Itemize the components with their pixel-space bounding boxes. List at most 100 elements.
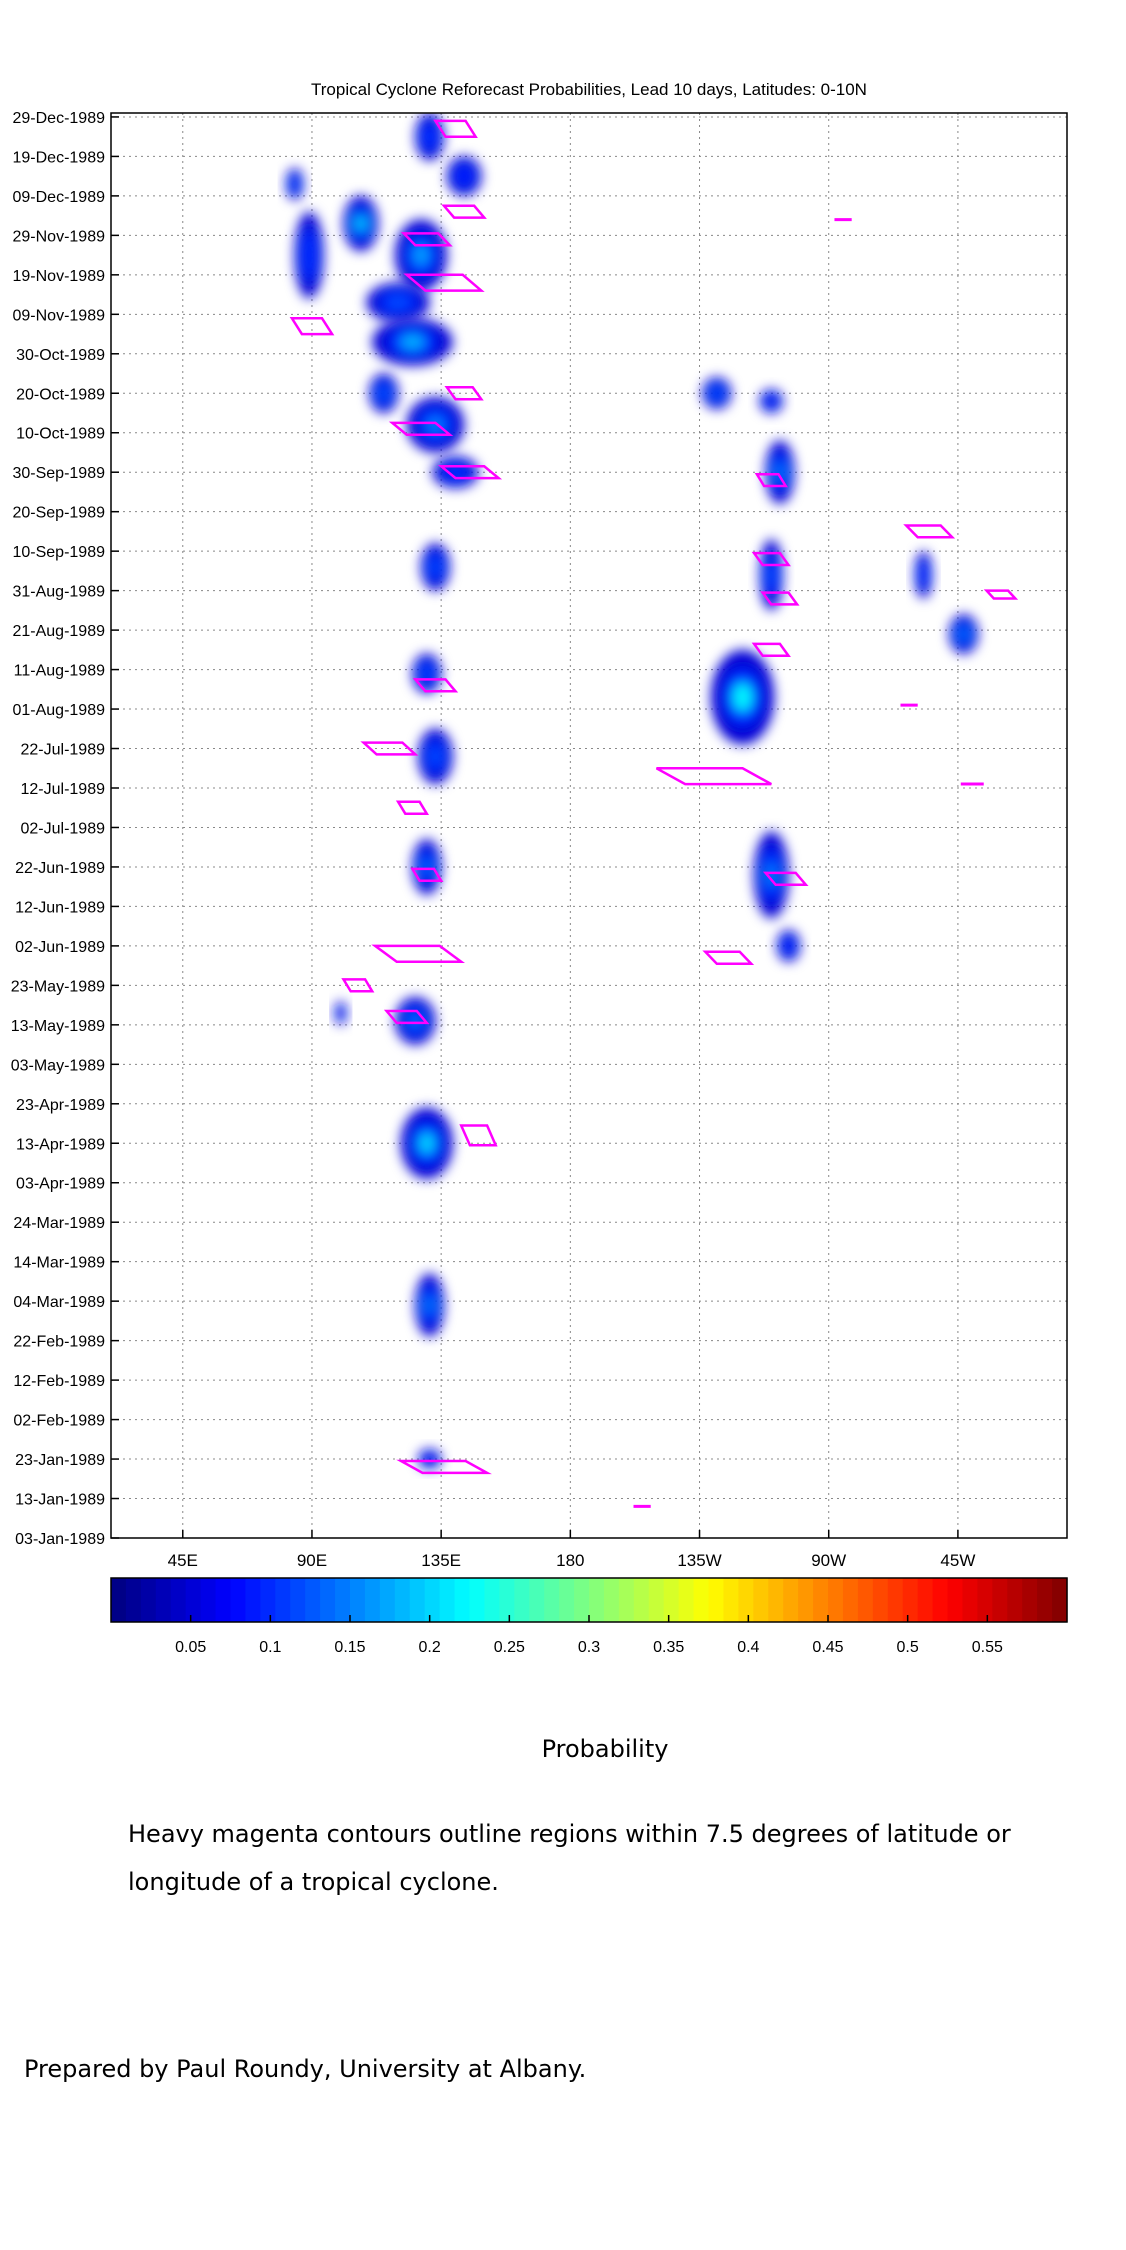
x-axis: 45E 90E 135E 180 135W 90W 45W xyxy=(168,1530,975,1570)
colorbar-swatch xyxy=(813,1578,829,1622)
credit-line: Prepared by Paul Roundy, University at A… xyxy=(24,2055,587,2083)
cyclone-contour xyxy=(395,800,430,815)
colorbar-swatch xyxy=(618,1578,635,1622)
colorbar-tick-label: 0.3 xyxy=(578,1639,600,1656)
probability-blob xyxy=(777,930,801,962)
colorbar-swatch xyxy=(842,1578,859,1622)
y-tick-label: 12-Jun-1989 xyxy=(15,899,105,916)
probability-blob xyxy=(432,456,479,489)
colorbar-swatch xyxy=(768,1578,784,1622)
cyclone-contour xyxy=(403,273,485,292)
y-tick-label: 02-Feb-1989 xyxy=(13,1413,105,1430)
probability-blob xyxy=(754,831,789,919)
probability-blob xyxy=(418,728,453,785)
colorbar-swatch xyxy=(603,1578,620,1622)
cyclone-contour xyxy=(754,472,788,488)
y-tick-label: 19-Dec-1989 xyxy=(13,149,106,166)
y-tick-label: 03-Jan-1989 xyxy=(15,1531,105,1548)
colorbar-swatch xyxy=(798,1578,814,1622)
probability-blob xyxy=(415,1273,445,1337)
probability-blob xyxy=(406,397,465,453)
y-tick-label: 30-Oct-1989 xyxy=(16,347,105,364)
cyclone-contour xyxy=(433,119,478,138)
colorbar-tick-label: 0.1 xyxy=(259,1639,281,1656)
y-tick-label: 02-Jun-1989 xyxy=(15,939,105,956)
colorbar-swatch xyxy=(140,1578,157,1622)
cyclone-contour xyxy=(412,678,459,693)
colorbar-swatch xyxy=(111,1578,127,1622)
colorbar-swatch xyxy=(544,1578,560,1622)
colorbar-swatch xyxy=(185,1578,202,1622)
cyclone-contour xyxy=(396,1459,492,1475)
probability-blob xyxy=(702,377,732,410)
colorbar-tick-label: 0.4 xyxy=(737,1639,759,1656)
colorbar-tick-label: 0.45 xyxy=(812,1639,843,1656)
probability-field xyxy=(286,113,979,1469)
colorbar-tick-label: 0.55 xyxy=(972,1639,1003,1656)
colorbar-tick-label: 0.35 xyxy=(653,1639,684,1656)
x-tick-label: 180 xyxy=(556,1551,584,1570)
colorbar-swatch xyxy=(350,1578,366,1622)
probability-blob xyxy=(418,1449,442,1469)
cyclone-contour xyxy=(383,1009,430,1025)
colorbar-swatch xyxy=(514,1578,530,1622)
y-tick-label: 04-Mar-1989 xyxy=(13,1294,105,1311)
y-tick-label: 10-Oct-1989 xyxy=(16,426,105,443)
colorbar-swatch xyxy=(215,1578,232,1622)
y-tick-label: 22-Jul-1989 xyxy=(21,742,106,759)
colorbar-swatch xyxy=(872,1578,889,1622)
y-tick-label: 13-Jan-1989 xyxy=(15,1492,105,1509)
colorbar-swatch xyxy=(424,1578,441,1622)
y-tick-label: 13-Apr-1989 xyxy=(16,1136,105,1153)
contour-note: Heavy magenta contours outline regions w… xyxy=(128,1820,1011,1896)
probability-blob xyxy=(759,539,783,611)
colorbar-label: Probability xyxy=(541,1735,669,1763)
colorbar-swatch xyxy=(290,1578,306,1622)
colorbar-swatch xyxy=(932,1578,949,1622)
y-tick-label: 12-Jul-1989 xyxy=(21,781,106,798)
colorbar-tick-label: 0.2 xyxy=(419,1639,441,1656)
y-tick-label: 13-May-1989 xyxy=(11,1018,105,1035)
probability-blob xyxy=(412,839,442,895)
colorbar-swatch xyxy=(454,1578,471,1622)
colorbar-swatch xyxy=(155,1578,172,1622)
colorbar-swatch xyxy=(379,1578,396,1622)
colorbar-tick-label: 0.15 xyxy=(334,1639,365,1656)
cyclone-contour xyxy=(903,524,956,539)
colorbar-swatch xyxy=(529,1578,545,1622)
y-tick-label: 22-Jun-1989 xyxy=(15,860,105,877)
cyclone-contour xyxy=(437,465,503,480)
colorbar-swatch xyxy=(574,1578,590,1622)
y-tick-label: 29-Dec-1989 xyxy=(13,110,106,127)
cyclone-contour xyxy=(444,386,484,401)
cyclone-contour xyxy=(289,317,335,336)
colorbar-swatch xyxy=(394,1578,411,1622)
colorbar-swatch xyxy=(828,1578,844,1622)
cyclone-contour xyxy=(441,204,487,219)
colorbar-swatch xyxy=(170,1578,187,1622)
colorbar-swatch xyxy=(977,1578,993,1622)
probability-blob xyxy=(334,1001,347,1025)
colorbar-swatch xyxy=(484,1578,500,1622)
colorbar-swatch xyxy=(499,1578,515,1622)
colorbar-tick-label: 0.05 xyxy=(175,1639,206,1656)
colorbar-swatch xyxy=(723,1578,739,1622)
y-tick-label: 21-Aug-1989 xyxy=(12,623,105,640)
colorbar-swatch xyxy=(125,1578,142,1622)
colorbar-tick-label: 0.5 xyxy=(897,1639,919,1656)
cyclone-contour xyxy=(360,741,419,756)
probability-blob xyxy=(711,649,775,745)
colorbar-swatch xyxy=(589,1578,605,1622)
y-tick-label: 29-Nov-1989 xyxy=(13,228,106,245)
colorbar-swatch xyxy=(857,1578,874,1622)
probability-blob xyxy=(914,551,933,599)
colorbar-swatch xyxy=(559,1578,575,1622)
colorbar-swatch xyxy=(1022,1578,1038,1622)
x-tick-label: 135E xyxy=(421,1551,461,1570)
cyclone-contour xyxy=(400,232,453,247)
plot-frame xyxy=(110,112,1068,1539)
cyclone-contour xyxy=(760,591,800,606)
probability-blob xyxy=(369,373,399,413)
colorbar-swatch xyxy=(678,1578,695,1622)
colorbar-swatch xyxy=(305,1578,321,1622)
